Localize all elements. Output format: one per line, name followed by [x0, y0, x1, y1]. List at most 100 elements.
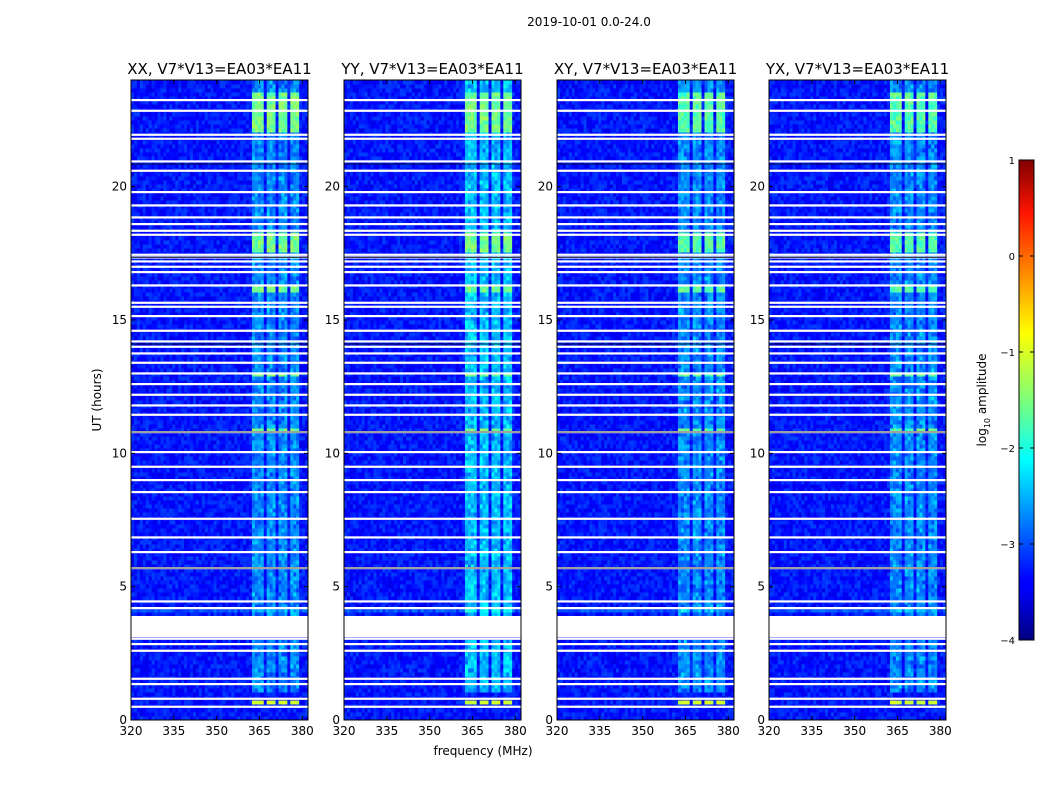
- heat-cell: [160, 492, 164, 497]
- heat-cell: [172, 668, 176, 673]
- heat-cell: [172, 708, 176, 713]
- heat-cell: [284, 432, 288, 437]
- heat-cell: [136, 476, 141, 481]
- heat-cell: [302, 572, 306, 577]
- heat-cell: [148, 504, 153, 509]
- heat-cell: [154, 680, 159, 685]
- heat-cell: [269, 608, 274, 613]
- heat-cell: [222, 416, 226, 421]
- heat-cell: [190, 428, 194, 433]
- heat-cell: [284, 408, 288, 413]
- heat-cell: [204, 716, 209, 720]
- heat-cell: [257, 364, 262, 369]
- heat-cell: [228, 396, 232, 401]
- heat-cell: [228, 596, 232, 601]
- heat-cell: [213, 692, 218, 697]
- heat-cell: [293, 532, 297, 537]
- heat-cell: [263, 448, 268, 453]
- heat-cell: [225, 580, 229, 585]
- heat-cell: [290, 580, 294, 585]
- heat-cell: [219, 608, 223, 613]
- heat-cell: [231, 476, 235, 481]
- heat-cell: [287, 452, 291, 457]
- heat-cell: [305, 480, 308, 485]
- heat-cell: [151, 564, 156, 569]
- heat-cell: [154, 656, 159, 661]
- heat-cell: [249, 420, 253, 425]
- heat-cell: [237, 492, 241, 497]
- heat-cell: [234, 492, 238, 497]
- heat-cell: [210, 672, 215, 677]
- heat-cell: [192, 564, 197, 569]
- heat-cell: [237, 688, 241, 693]
- heat-cell: [275, 564, 279, 569]
- heat-cell: [287, 684, 291, 689]
- heat-cell: [178, 380, 182, 385]
- heat-cell: [263, 596, 268, 601]
- heat-cell: [284, 384, 288, 389]
- heat-cell: [151, 644, 156, 649]
- heat-cell: [142, 456, 147, 461]
- heat-cell: [305, 692, 308, 697]
- heat-cell: [302, 672, 306, 677]
- heat-cell: [204, 440, 209, 445]
- heat-cell: [237, 508, 241, 513]
- heat-cell: [187, 544, 191, 549]
- heat-cell: [228, 544, 232, 549]
- heat-cell: [251, 488, 256, 493]
- heat-cell: [275, 424, 279, 429]
- heat-cell: [201, 576, 206, 581]
- heat-cell: [201, 460, 206, 465]
- heat-cell: [192, 680, 197, 685]
- heat-cell: [278, 456, 282, 461]
- heat-cell: [181, 364, 185, 369]
- heat-cell: [160, 596, 164, 601]
- heat-cell: [278, 544, 282, 549]
- heat-cell: [204, 452, 209, 457]
- heat-cell: [231, 592, 235, 597]
- heat-cell: [260, 384, 265, 389]
- heat-cell: [216, 496, 220, 501]
- heat-cell: [287, 528, 291, 533]
- heat-cell: [204, 364, 209, 369]
- heat-cell: [275, 568, 279, 573]
- heat-cell: [305, 380, 308, 385]
- heat-cell: [207, 476, 212, 481]
- heat-cell: [243, 596, 247, 601]
- heat-cell: [284, 640, 288, 645]
- heat-cell: [243, 376, 247, 381]
- heat-cell: [284, 608, 288, 613]
- heat-cell: [175, 604, 179, 609]
- heat-cell: [249, 424, 253, 429]
- heat-cell: [231, 568, 235, 573]
- heat-cell: [184, 656, 188, 661]
- heat-cell: [237, 500, 241, 505]
- heat-cell: [178, 640, 182, 645]
- heat-cell: [305, 592, 308, 597]
- heat-cell: [222, 652, 226, 657]
- heat-cell: [257, 588, 262, 593]
- heat-cell: [249, 500, 253, 505]
- heat-cell: [293, 680, 297, 685]
- heat-cell: [210, 640, 215, 645]
- heat-cell: [281, 504, 285, 509]
- heat-cell: [151, 700, 156, 705]
- heat-cell: [231, 684, 235, 689]
- heat-cell: [207, 668, 212, 673]
- heat-cell: [204, 512, 209, 517]
- heat-cell: [234, 668, 238, 673]
- heat-cell: [195, 488, 200, 493]
- heat-cell: [166, 680, 170, 685]
- heat-cell: [251, 584, 256, 589]
- heat-cell: [145, 384, 150, 389]
- heat-cell: [219, 380, 223, 385]
- heat-cell: [225, 552, 229, 557]
- heat-cell: [169, 444, 173, 449]
- heat-cell: [178, 440, 182, 445]
- heat-cell: [243, 436, 247, 441]
- heat-cell: [240, 712, 244, 717]
- heat-cell: [284, 572, 288, 577]
- heat-cell: [139, 476, 144, 481]
- heat-cell: [302, 576, 306, 581]
- heat-cell: [284, 556, 288, 561]
